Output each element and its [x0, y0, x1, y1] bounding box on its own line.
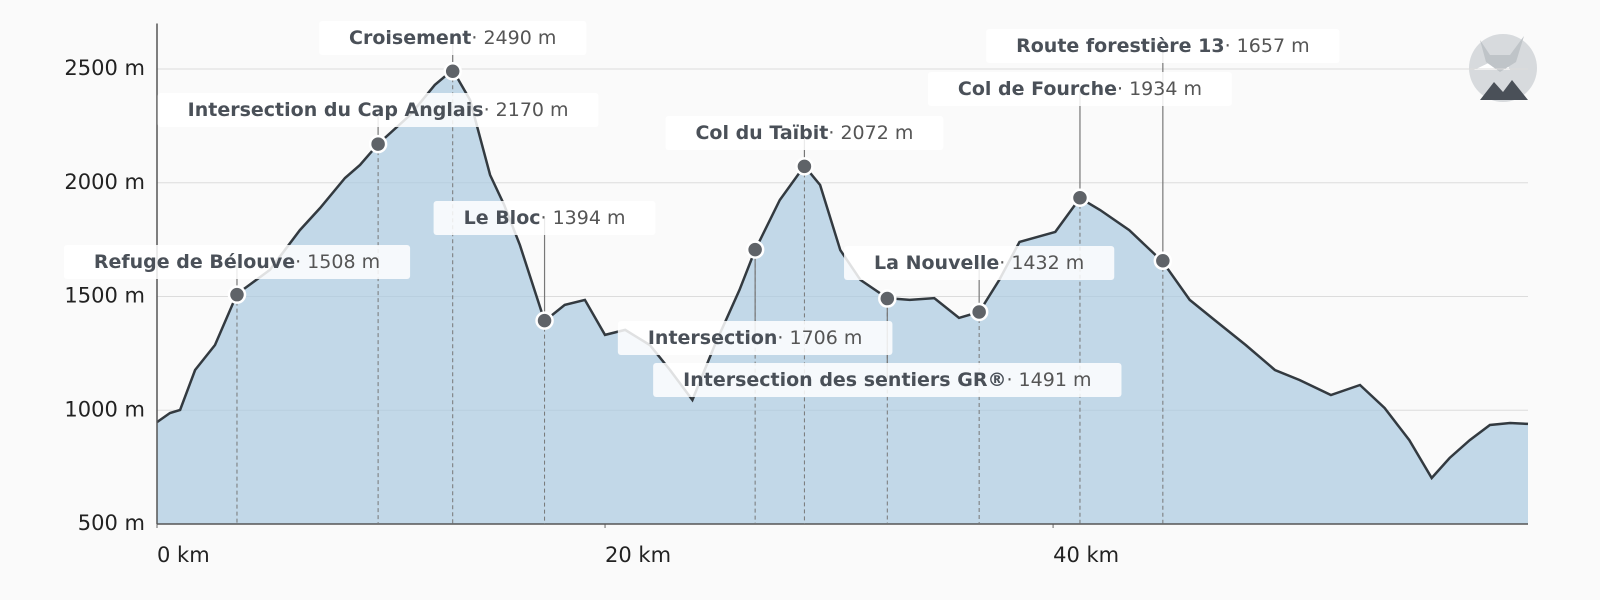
- waypoint-name: Intersection: [648, 327, 778, 349]
- label-text: Croisement· 2490 m: [349, 27, 556, 49]
- label-text: Route forestière 13· 1657 m: [1016, 35, 1309, 57]
- label-box: [653, 363, 1122, 397]
- waypoint-label: Croisement· 2490 m: [319, 21, 587, 55]
- waypoint-label: Intersection des sentiers GR®· 1491 m: [653, 363, 1122, 397]
- waypoint-marker: [1153, 251, 1173, 271]
- waypoint-name: Col de Fourche: [958, 78, 1117, 100]
- waypoint-elevation: · 1432 m: [999, 252, 1084, 274]
- waypoint-marker: [368, 134, 388, 154]
- waypoint-label: Refuge de Bélouve· 1508 m: [63, 245, 411, 279]
- waypoint-label: Col de Fourche· 1934 m: [927, 72, 1232, 106]
- waypoint-name: Route forestière 13: [1016, 35, 1224, 57]
- label-box: [986, 29, 1340, 63]
- waypoint-name: Intersection du Cap Anglais: [188, 99, 484, 121]
- x-tick-label: 20 km: [605, 543, 671, 567]
- waypoint-marker: [227, 285, 247, 304]
- label-text: Intersection· 1706 m: [648, 327, 863, 349]
- label-box: [319, 21, 587, 55]
- label-text: Col de Fourche· 1934 m: [958, 78, 1202, 100]
- waypoint-elevation: · 1934 m: [1117, 78, 1202, 100]
- waypoint-marker: [795, 157, 814, 176]
- y-tick-label: 2500 m: [64, 56, 145, 80]
- waypoint-elevation: · 2072 m: [828, 122, 913, 144]
- waypoint-label: Intersection· 1706 m: [617, 321, 893, 355]
- y-tick-label: 1500 m: [64, 284, 145, 308]
- waypoint-elevation: · 1706 m: [777, 327, 862, 349]
- label-box: [63, 245, 411, 279]
- profile-line: [156, 67, 1529, 481]
- y-tick-label: 500 m: [78, 511, 145, 535]
- waypoint-marker: [745, 240, 765, 259]
- label-text: Intersection du Cap Anglais· 2170 m: [188, 99, 569, 121]
- label-box: [433, 201, 656, 235]
- label-text: Le Bloc· 1394 m: [464, 207, 626, 229]
- waypoint-elevation: · 1508 m: [295, 251, 380, 273]
- label-box: [665, 116, 944, 150]
- x-tick-label: 0 km: [157, 543, 210, 567]
- waypoint-elevation: · 1657 m: [1225, 35, 1310, 57]
- waypoint-label: Col du Taïbit· 2072 m: [665, 116, 944, 150]
- label-text: La Nouvelle· 1432 m: [874, 252, 1084, 274]
- waypoint-name: Refuge de Bélouve: [94, 251, 295, 273]
- waypoint-label: La Nouvelle· 1432 m: [844, 246, 1115, 280]
- waypoint-name: Le Bloc: [464, 207, 541, 229]
- waypoint-name: La Nouvelle: [874, 252, 999, 274]
- waypoint-marker: [1070, 188, 1090, 208]
- label-box: [927, 72, 1232, 106]
- label-text: Intersection des sentiers GR®· 1491 m: [683, 369, 1091, 391]
- waypoint-marker: [443, 62, 462, 81]
- waypoint-name: Col du Taïbit: [695, 122, 828, 144]
- waypoint-marker: [969, 302, 989, 322]
- waypoint-marker: [878, 289, 897, 308]
- label-box: [157, 93, 599, 127]
- area-fill: [157, 69, 1528, 525]
- waypoint-marker: [535, 311, 554, 330]
- waypoint-elevation: · 1394 m: [541, 207, 626, 229]
- label-text: Refuge de Bélouve· 1508 m: [94, 251, 380, 273]
- waypoint-label: Intersection du Cap Anglais· 2170 m: [157, 93, 599, 127]
- waypoint-label: Route forestière 13· 1657 m: [986, 29, 1340, 63]
- label-box: [617, 321, 893, 355]
- y-tick-label: 1000 m: [64, 397, 145, 421]
- label-box: [844, 246, 1115, 280]
- waypoint-elevation: · 2490 m: [471, 27, 556, 49]
- waypoint-label: Le Bloc· 1394 m: [433, 201, 656, 235]
- waypoint-name: Croisement: [349, 27, 471, 49]
- waypoint-name: Intersection des sentiers GR®: [683, 369, 1006, 391]
- waypoint-elevation: · 2170 m: [484, 99, 569, 121]
- logo: [1469, 34, 1537, 102]
- waypoint-elevation: · 1491 m: [1006, 369, 1091, 391]
- y-tick-label: 2000 m: [64, 170, 145, 194]
- x-tick-label: 40 km: [1053, 543, 1119, 567]
- label-text: Col du Taïbit· 2072 m: [695, 122, 913, 144]
